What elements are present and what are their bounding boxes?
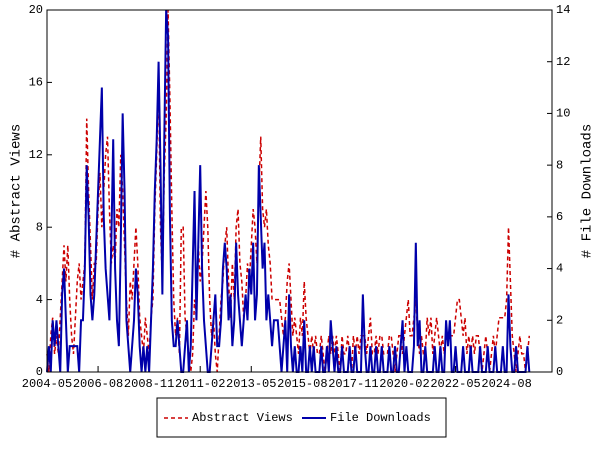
plot-frame	[46, 9, 553, 373]
x-tick-label: 2020-02	[379, 377, 429, 391]
y2-tick-label: 8	[556, 158, 563, 172]
x-tick-label: 2006-08	[73, 377, 123, 391]
x-tick-label: 2008-11	[124, 377, 174, 391]
x-tick-label: 2022-05	[430, 377, 480, 391]
legend-label: File Downloads	[330, 411, 431, 425]
x-tick-label: 2015-08	[277, 377, 327, 391]
y2-tick-label: 10	[556, 107, 570, 121]
y2-tick-label: 14	[556, 3, 570, 17]
y2-tick-label: 12	[556, 55, 570, 69]
y-tick-label: 20	[29, 3, 43, 17]
x-tick-label: 2013-05	[226, 377, 276, 391]
y2-axis-label: # File Downloads	[580, 124, 596, 258]
y-tick-label: 16	[29, 76, 43, 90]
y-tick-label: 8	[36, 220, 43, 234]
series-line	[46, 9, 531, 373]
x-tick-label: 2011-02	[175, 377, 225, 391]
x-tick-label: 2017-11	[328, 377, 378, 391]
y-tick-label: 0	[36, 365, 43, 379]
legend-label: Abstract Views	[192, 411, 293, 425]
y2-tick-label: 0	[556, 365, 563, 379]
y-tick-label: 12	[29, 148, 43, 162]
y-axis-label: # Abstract Views	[9, 124, 25, 258]
x-tick-label: 2024-08	[481, 377, 531, 391]
y-tick-label: 4	[36, 293, 43, 307]
y2-tick-label: 4	[556, 262, 563, 276]
legend-box	[156, 397, 447, 438]
y2-tick-label: 2	[556, 313, 563, 327]
y2-tick-label: 6	[556, 210, 563, 224]
x-tick-label: 2004-05	[22, 377, 72, 391]
